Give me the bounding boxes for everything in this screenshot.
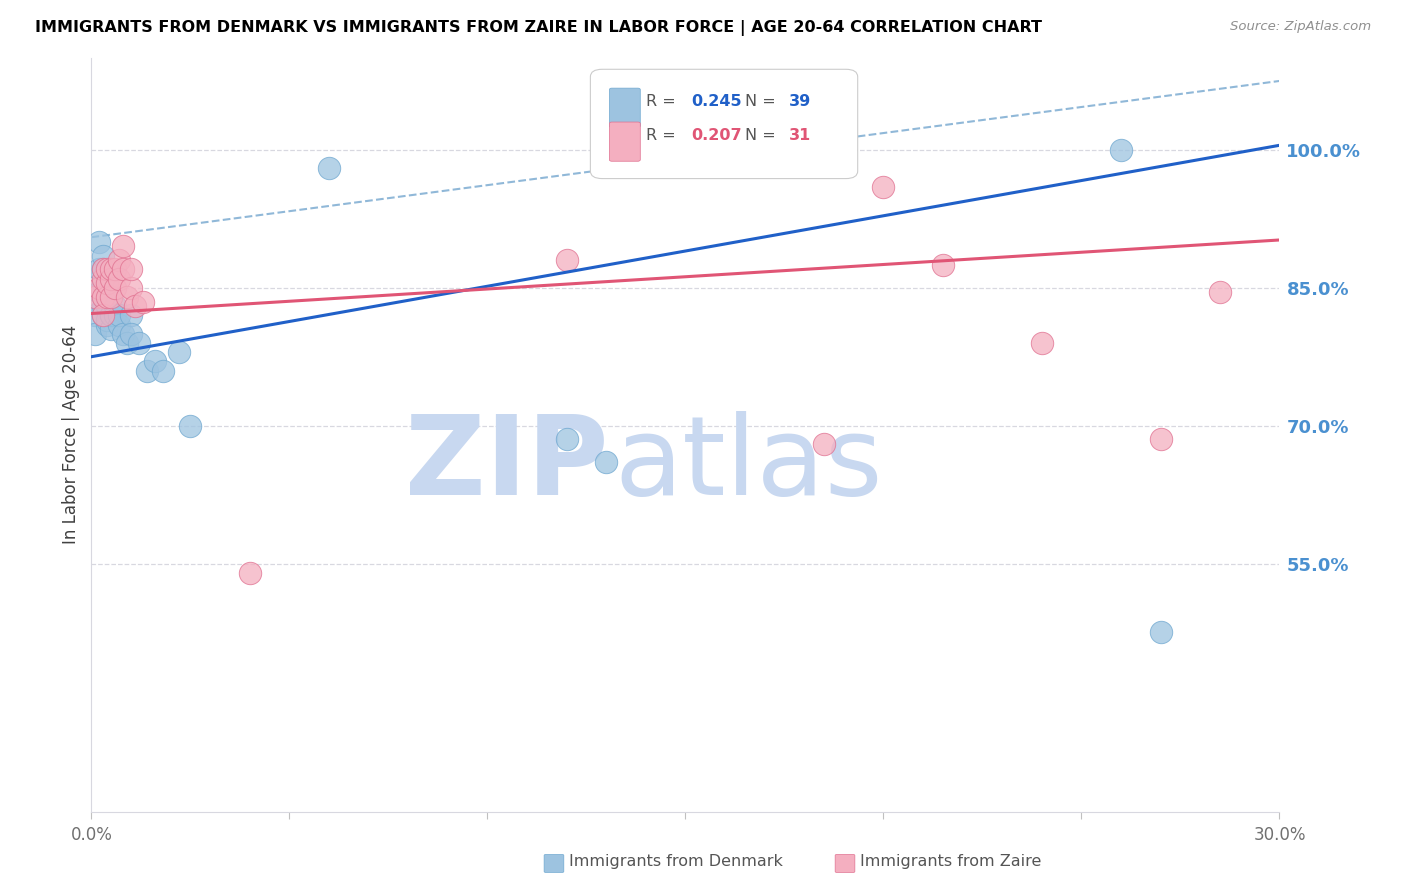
Point <box>1031 335 1053 350</box>
Point <box>132 294 155 309</box>
Point <box>152 363 174 377</box>
Point <box>91 309 114 323</box>
Point <box>96 290 118 304</box>
Point <box>84 326 107 341</box>
Point <box>104 299 127 313</box>
Point <box>96 313 118 327</box>
Point <box>108 271 131 285</box>
Point <box>104 262 127 277</box>
Point <box>91 262 114 277</box>
Point <box>96 318 118 332</box>
Point <box>96 299 118 313</box>
Point <box>100 271 122 285</box>
Point <box>104 281 127 295</box>
Point <box>318 161 340 176</box>
Point <box>100 322 122 336</box>
Point <box>84 309 107 323</box>
Point <box>91 262 114 277</box>
Point <box>89 285 111 300</box>
Point <box>1150 625 1173 640</box>
Text: N =: N = <box>745 95 780 109</box>
Point <box>100 309 122 323</box>
Point <box>120 326 142 341</box>
Point <box>135 363 157 377</box>
Text: 39: 39 <box>789 95 811 109</box>
Point <box>108 309 131 323</box>
Point <box>100 262 122 277</box>
Text: Source: ZipAtlas.com: Source: ZipAtlas.com <box>1230 20 1371 33</box>
Point <box>555 433 578 447</box>
Point <box>108 318 131 332</box>
Point <box>108 253 131 268</box>
Point <box>120 309 142 323</box>
Point <box>120 281 142 295</box>
Text: 0.207: 0.207 <box>692 128 742 143</box>
Point <box>1150 433 1173 447</box>
Point <box>112 262 135 277</box>
Point <box>104 309 127 323</box>
Point <box>555 253 578 268</box>
Text: ZIP: ZIP <box>405 411 609 518</box>
Point <box>84 290 107 304</box>
Y-axis label: In Labor Force | Age 20-64: In Labor Force | Age 20-64 <box>62 326 80 544</box>
Point <box>813 437 835 451</box>
Point <box>128 335 150 350</box>
Text: R =: R = <box>647 128 681 143</box>
Text: IMMIGRANTS FROM DENMARK VS IMMIGRANTS FROM ZAIRE IN LABOR FORCE | AGE 20-64 CORR: IMMIGRANTS FROM DENMARK VS IMMIGRANTS FR… <box>35 20 1042 36</box>
Text: 31: 31 <box>789 128 811 143</box>
Text: 0.245: 0.245 <box>692 95 742 109</box>
Point <box>167 345 190 359</box>
Point <box>91 299 114 313</box>
Point <box>112 326 135 341</box>
Point <box>91 290 114 304</box>
Text: R =: R = <box>647 95 681 109</box>
Point <box>100 290 122 304</box>
Point <box>179 418 201 433</box>
Text: N =: N = <box>745 128 780 143</box>
Point <box>96 276 118 290</box>
Point <box>89 262 111 277</box>
Point <box>100 309 122 323</box>
FancyBboxPatch shape <box>609 122 640 161</box>
FancyBboxPatch shape <box>609 88 640 128</box>
Point <box>932 258 955 272</box>
FancyBboxPatch shape <box>591 70 858 178</box>
Point <box>872 179 894 194</box>
Text: Immigrants from Denmark: Immigrants from Denmark <box>569 855 783 869</box>
Point <box>89 235 111 249</box>
Point <box>91 249 114 263</box>
Point <box>91 276 114 290</box>
Point <box>115 335 138 350</box>
Text: atlas: atlas <box>614 411 883 518</box>
Point <box>91 290 114 304</box>
Point <box>239 566 262 580</box>
Point <box>91 271 114 285</box>
Point <box>1109 143 1132 157</box>
Point <box>112 239 135 253</box>
Point <box>1209 285 1232 300</box>
Point <box>124 299 146 313</box>
Point <box>115 290 138 304</box>
Point <box>96 262 118 277</box>
Point <box>89 281 111 295</box>
Point <box>91 309 114 323</box>
Point <box>143 354 166 368</box>
Text: Immigrants from Zaire: Immigrants from Zaire <box>860 855 1042 869</box>
Point <box>96 276 118 290</box>
Point <box>120 262 142 277</box>
Point <box>96 290 118 304</box>
Point <box>100 290 122 304</box>
Point <box>595 455 617 469</box>
